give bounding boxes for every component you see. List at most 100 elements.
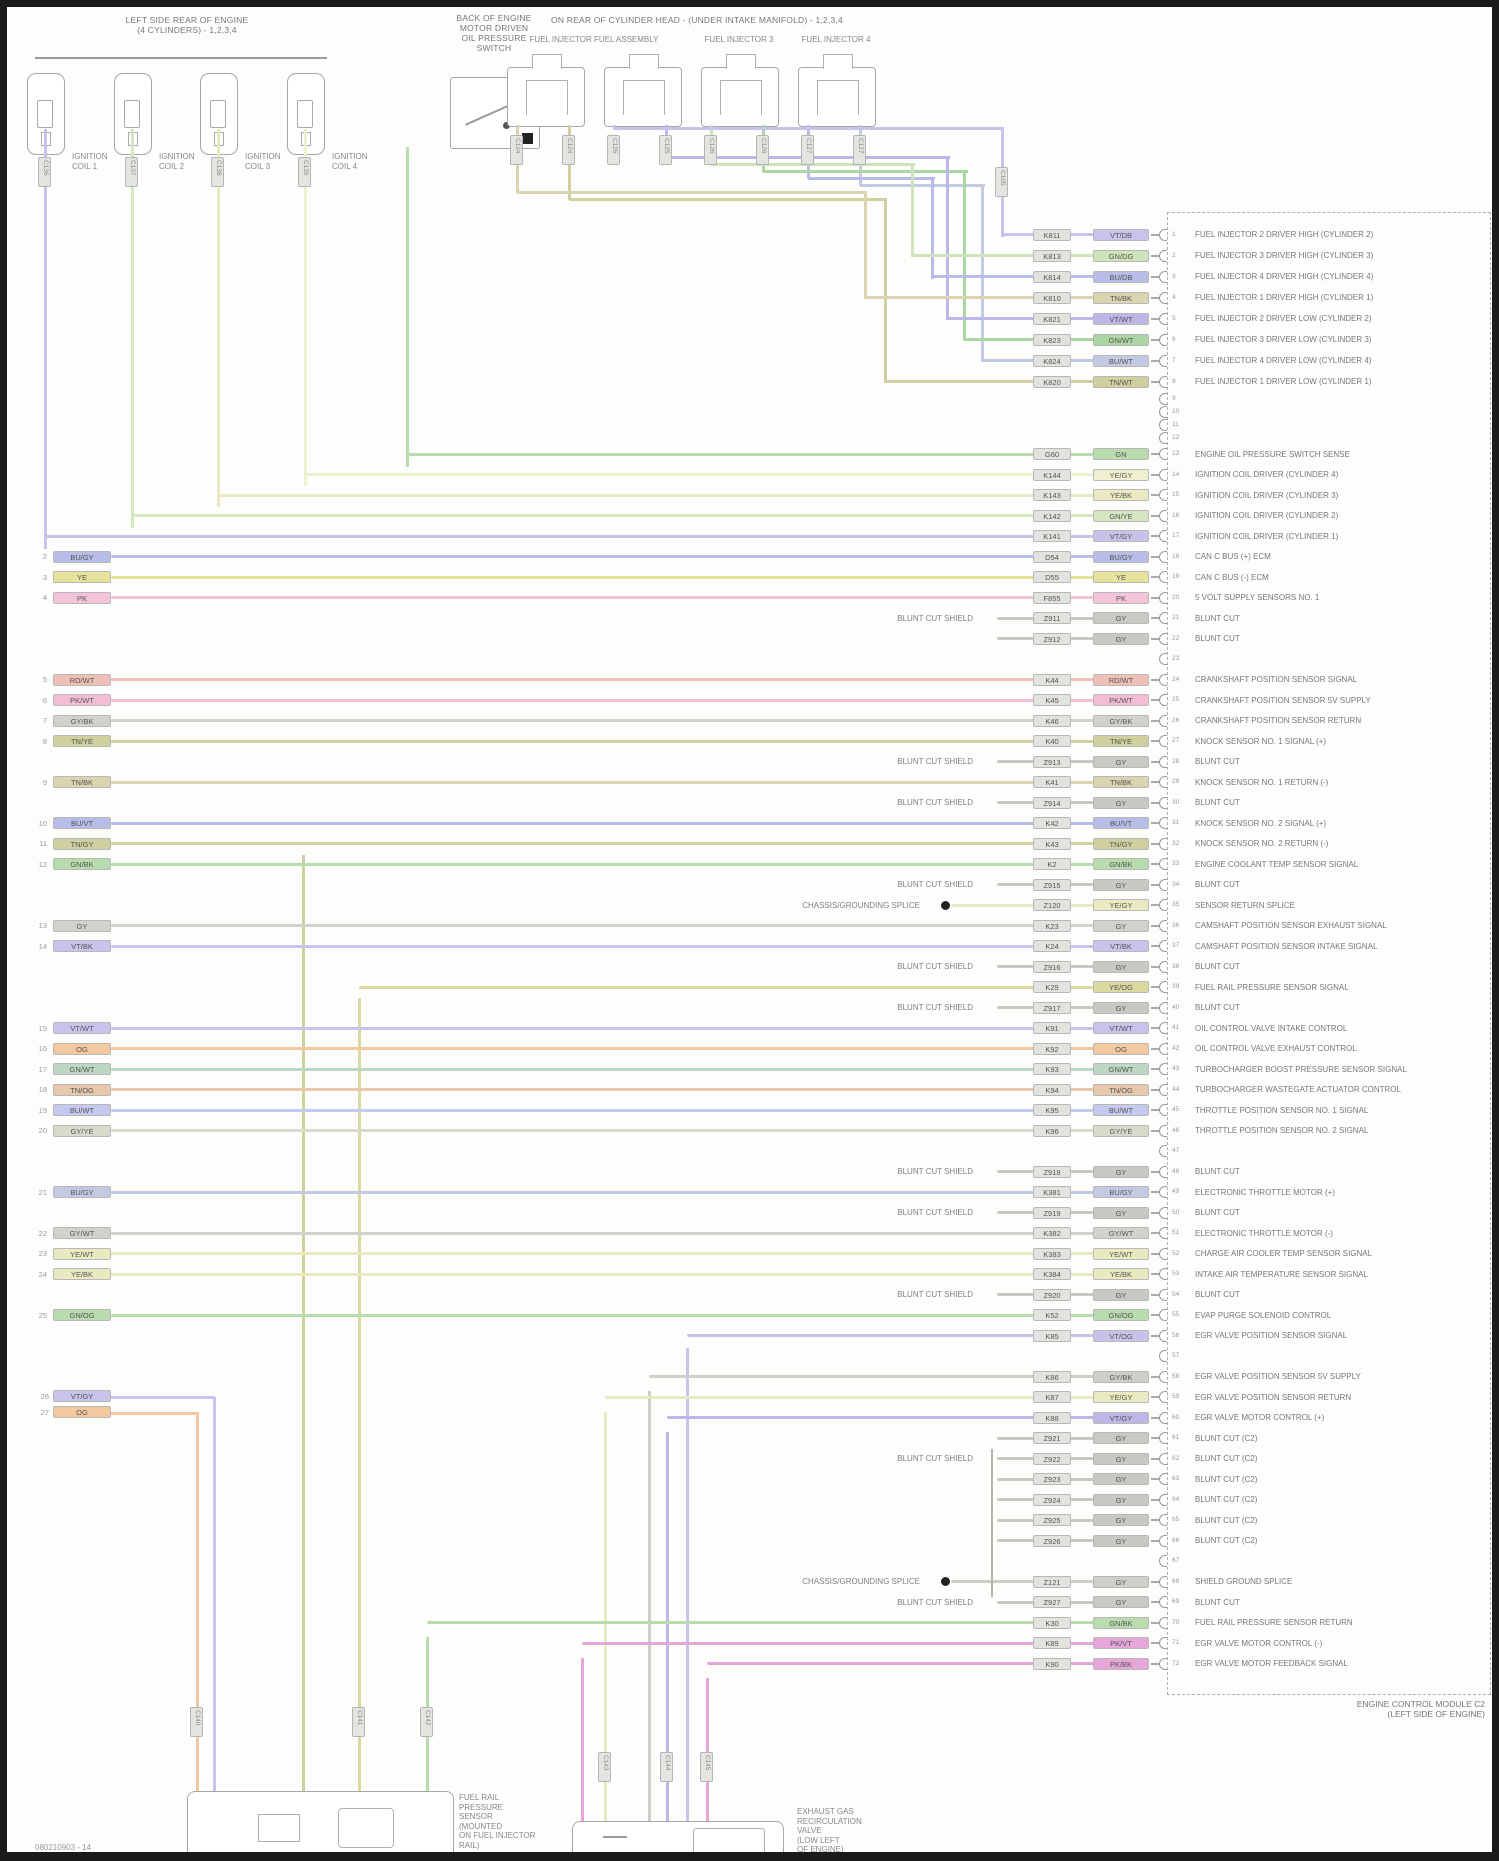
- pin-id: K46: [1033, 714, 1071, 727]
- pin-entry-icon: [1159, 405, 1167, 418]
- pin-row: 16 OG K92 OG 42 OIL CONTROL VALVE EXHAUS…: [7, 1039, 1492, 1060]
- pin-entry-icon: [1159, 1165, 1167, 1178]
- coil-title-line2: (4 CYLINDERS) - 1,2,3,4: [137, 25, 237, 35]
- pin-row: Z923 GY 63 BLUNT CUT (C2): [7, 1469, 1492, 1490]
- coil-stem: [132, 62, 134, 76]
- circuit-description: TURBOCHARGER BOOST PRESSURE SENSOR SIGNA…: [1195, 1064, 1407, 1074]
- pin-stub: [1151, 1375, 1163, 1378]
- pin-row: BLUNT CUT SHIELD Z914 GY 30 BLUNT CUT: [7, 793, 1492, 814]
- cavity-number: 47: [1172, 1147, 1180, 1155]
- connector-id: C125: [663, 138, 670, 154]
- pin-entry-icon: [1159, 1534, 1167, 1547]
- pin-row: BLUNT CUT SHIELD Z920 GY 54 BLUNT CUT: [7, 1285, 1492, 1306]
- wire-color-code: GN/WT: [1093, 333, 1149, 346]
- sensor-body-symbol: [338, 1808, 394, 1848]
- wire-color-code: BU/VT: [1093, 817, 1149, 830]
- wire-color-code: PK/VT: [1093, 1637, 1149, 1650]
- pin-stub: [1151, 1109, 1163, 1112]
- wire-segment: [614, 127, 1004, 130]
- circuit-description: CHARGE AIR COOLER TEMP SENSOR SIGNAL: [1195, 1249, 1373, 1259]
- pin-row: BLUNT CUT SHIELD Z916 GY 38 BLUNT CUT: [7, 957, 1492, 978]
- left-wire-label: GN/WT: [53, 1063, 111, 1076]
- left-wire-label: TN/GY: [53, 837, 111, 850]
- pin-id: D54: [1033, 550, 1071, 563]
- cavity-number: 38: [1172, 962, 1180, 970]
- fuel-injector: [507, 54, 585, 127]
- pin-entry-icon: [1159, 1370, 1167, 1383]
- pin-entry-icon: [1159, 1432, 1167, 1445]
- note-label: BLUNT CUT SHIELD: [897, 1208, 973, 1218]
- box1-line4: (MOUNTED: [459, 1821, 503, 1831]
- circuit-number: 3: [42, 572, 47, 582]
- left-wire-label: TN/BK: [53, 776, 111, 789]
- pin-stub: [1151, 514, 1163, 517]
- circuit-description: BLUNT CUT (C2): [1195, 1536, 1258, 1546]
- pin-row: Z926 GY 66 BLUNT CUT (C2): [7, 1531, 1492, 1552]
- injector-body-symbol: [720, 80, 762, 115]
- wire: [111, 555, 1143, 559]
- coil-label-line2: COIL 4: [332, 161, 358, 171]
- pin-stub: [1151, 1396, 1163, 1399]
- pin-id: K814: [1033, 270, 1071, 283]
- cavity-number: 65: [1172, 1516, 1180, 1524]
- cavity-number: 9: [1172, 394, 1176, 402]
- circuit-description: KNOCK SENSOR NO. 1 RETURN (-): [1195, 777, 1329, 787]
- injector-nozzle-symbol: [823, 54, 853, 69]
- circuit-description: ELECTRONIC THROTTLE MOTOR (-): [1195, 1228, 1333, 1238]
- pin-stub: [1151, 617, 1163, 620]
- pin-entry-icon: [1159, 1268, 1167, 1281]
- cavity-number: 34: [1172, 880, 1180, 888]
- cavity-number: 43: [1172, 1065, 1180, 1073]
- coil-label-line1: IGNITION: [159, 152, 195, 161]
- wire-segment: [406, 147, 409, 467]
- cavity-number: 11: [1172, 420, 1179, 428]
- pin-id: K52: [1033, 1309, 1071, 1322]
- pin-id: K44: [1033, 673, 1071, 686]
- note-label: BLUNT CUT SHIELD: [897, 798, 973, 808]
- pin-stub: [1151, 1642, 1163, 1645]
- pin-entry-icon: [1159, 249, 1167, 262]
- pin-row: 47: [7, 1141, 1492, 1162]
- left-wire-label: YE: [53, 571, 111, 584]
- pin-id: K382: [1033, 1227, 1071, 1240]
- pin-stub: [1151, 1498, 1163, 1501]
- connector-id: C126: [760, 138, 767, 154]
- pin-entry-icon: [1159, 228, 1167, 241]
- pin-row: 6 PK/WT K45 PK/WT 25 CRANKSHAFT POSITION…: [7, 690, 1492, 711]
- connector-id: C140: [194, 1710, 201, 1726]
- pin-id: Z913: [1033, 755, 1071, 768]
- inline-connector-label: C136: [38, 157, 51, 187]
- coil-label-line1: IGNITION: [72, 152, 108, 161]
- wire-color-code: BU/GY: [1093, 1186, 1149, 1199]
- pin-row: CHASSIS/GROUNDING SPLICE Z120 YE/GY 35 S…: [7, 895, 1492, 916]
- pin-stub: [1151, 296, 1163, 299]
- pin-stub: [1151, 1129, 1163, 1132]
- connector-id: C124: [514, 138, 521, 154]
- circuit-description: ENGINE COOLANT TEMP SENSOR SIGNAL: [1195, 859, 1359, 869]
- pin-entry-icon: [1159, 960, 1167, 973]
- wire-color-code: VT/BK: [1093, 940, 1149, 953]
- left-wire-label: BU/GY: [53, 550, 111, 563]
- pin-row: K89 PK/VT 71 EGR VALVE MOTOR CONTROL (-): [7, 1633, 1492, 1654]
- circuit-description: CAN C BUS (+) ECM: [1195, 552, 1271, 562]
- left-wire-label: GY/WT: [53, 1227, 111, 1240]
- pin-row: K87 YE/GY 59 EGR VALVE POSITION SENSOR R…: [7, 1387, 1492, 1408]
- pin-id: K811: [1033, 228, 1071, 241]
- pin-id: Z923: [1033, 1473, 1071, 1486]
- wire-color-code: BU/WT: [1093, 1104, 1149, 1117]
- cavity-number: 49: [1172, 1188, 1180, 1196]
- cavity-number: 10: [1172, 407, 1180, 415]
- pin-row: K813 GN/DG 2 FUEL INJECTOR 3 DRIVER HIGH…: [7, 245, 1492, 266]
- connector-id: C139: [302, 160, 309, 176]
- inline-connector-label: C145: [700, 1752, 713, 1782]
- note-label: BLUNT CUT SHIELD: [897, 1290, 973, 1300]
- pin-entry-icon: [1159, 1575, 1167, 1588]
- wire-color-code: GY: [1093, 1514, 1149, 1527]
- coil-label-line2: COIL 3: [245, 161, 271, 171]
- circuit-description: INTAKE AIR TEMPERATURE SENSOR SIGNAL: [1195, 1269, 1368, 1279]
- pin-entry-icon: [1159, 591, 1167, 604]
- left-wire-label: PK: [53, 591, 111, 604]
- egr-valve-box: [572, 1821, 784, 1852]
- pin-stub: [1151, 1580, 1163, 1583]
- circuit-number: 18: [38, 1085, 47, 1095]
